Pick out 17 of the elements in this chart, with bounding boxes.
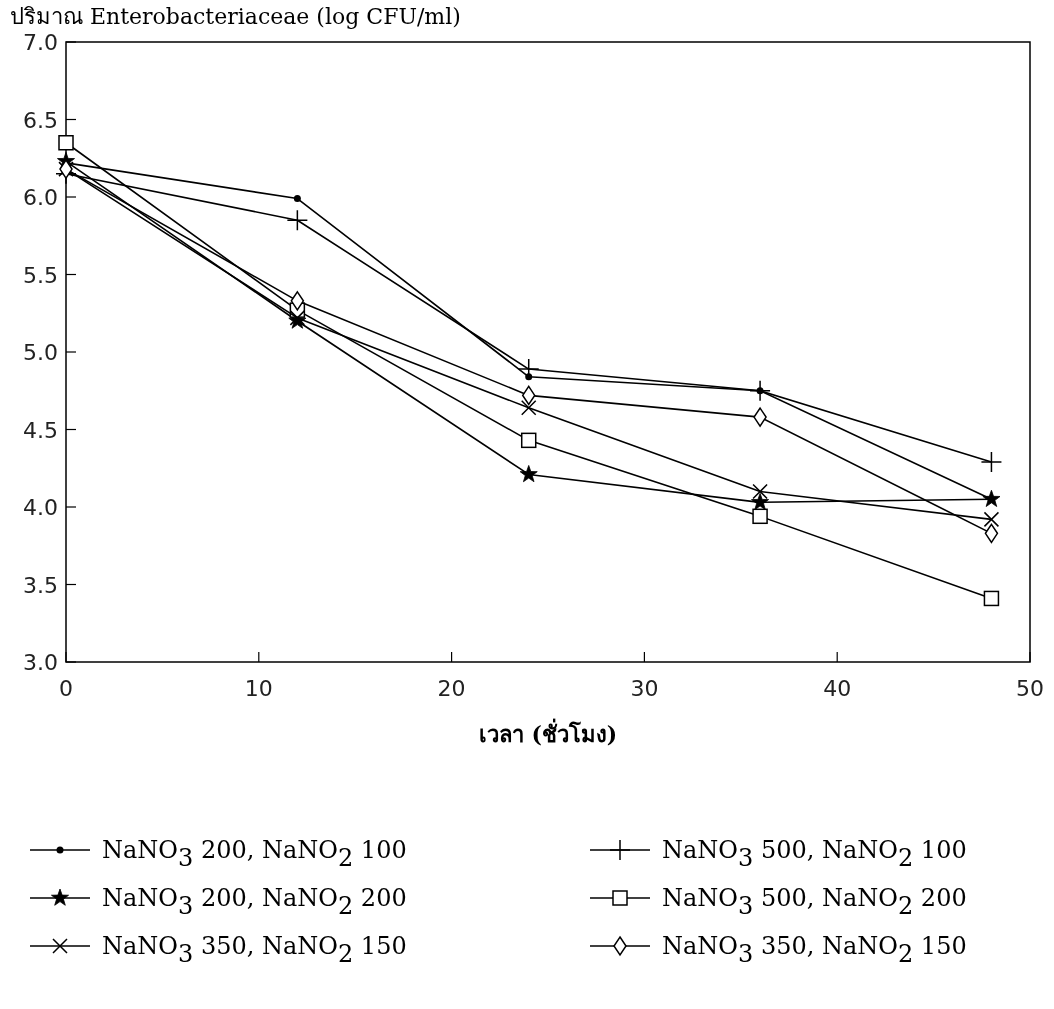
y-tick-label: 6.0 — [23, 185, 58, 210]
y-axis-title: ปริมาณ Enterobacteriaceae (log CFU/ml) — [10, 4, 461, 29]
y-tick-label: 5.5 — [23, 262, 58, 288]
y-tick-label: 4.0 — [23, 495, 58, 520]
x-tick-label: 40 — [823, 676, 852, 701]
y-tick-label: 3.0 — [23, 650, 58, 675]
x-tick-label: 30 — [630, 676, 659, 701]
x-tick-label: 50 — [1016, 676, 1044, 701]
x-tick-label: 20 — [437, 676, 466, 701]
x-axis-title: เวลา (ชั่วโมง) — [478, 718, 618, 747]
y-tick-label: 7.0 — [23, 30, 58, 55]
y-tick-label: 4.5 — [23, 417, 58, 443]
x-tick-label: 0 — [59, 676, 73, 701]
y-tick-label: 3.5 — [23, 572, 58, 598]
x-tick-label: 10 — [244, 676, 273, 701]
y-tick-label: 5.0 — [23, 340, 58, 365]
y-tick-label: 6.5 — [23, 107, 58, 133]
